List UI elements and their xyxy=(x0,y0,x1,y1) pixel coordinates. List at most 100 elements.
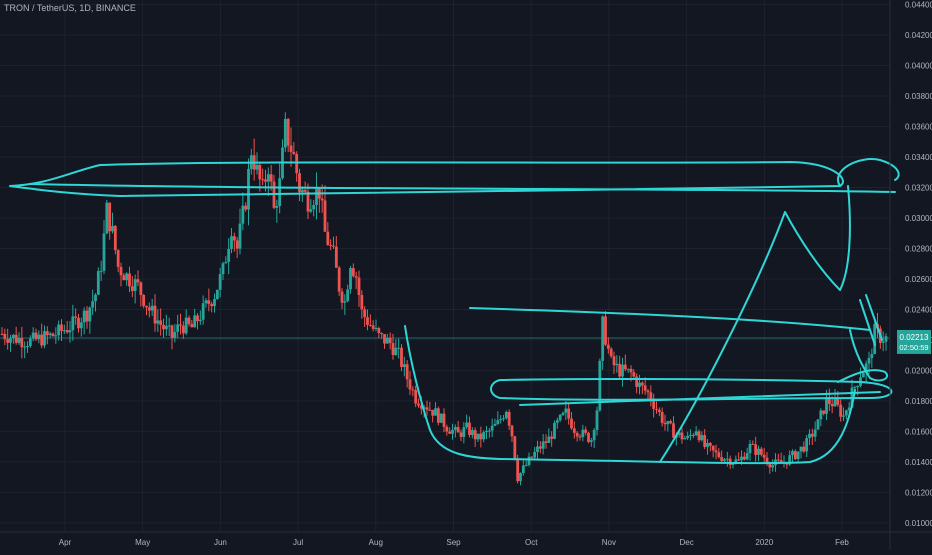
candle-body xyxy=(241,205,245,224)
candle-body xyxy=(839,404,843,417)
candle-body xyxy=(99,270,103,272)
price-tick-label: 0.03200 xyxy=(905,183,932,192)
candle-body xyxy=(547,436,551,443)
candle-body xyxy=(37,334,41,340)
candle-body xyxy=(502,418,505,420)
candle-body xyxy=(261,179,265,181)
drawing-top-arc[interactable] xyxy=(837,158,900,187)
drawing-spike-marks[interactable] xyxy=(859,294,883,346)
candle-body xyxy=(615,363,619,366)
candle-body xyxy=(368,324,372,326)
candle-body xyxy=(581,429,585,438)
candle-body xyxy=(71,316,75,331)
candle-body xyxy=(649,392,653,402)
candle-body xyxy=(499,419,503,421)
candle-body xyxy=(275,205,279,208)
time-tick-label: Aug xyxy=(369,538,383,547)
price-tick-label: 0.04400 xyxy=(905,1,932,10)
candle-body xyxy=(255,164,259,170)
candle-body xyxy=(85,310,89,322)
candle-body xyxy=(530,456,534,458)
candle-body xyxy=(45,331,49,336)
candle-body xyxy=(612,356,616,366)
candle-body xyxy=(485,430,488,433)
candle-body xyxy=(198,319,202,322)
drawing-descending-line[interactable] xyxy=(469,307,871,331)
candle-body xyxy=(40,334,44,346)
time-tick-label: May xyxy=(135,538,150,547)
candle-body xyxy=(708,443,712,446)
candle-body xyxy=(742,456,746,460)
price-tick-label: 0.01600 xyxy=(905,427,932,436)
candle-body xyxy=(298,173,301,193)
candle-body xyxy=(196,315,199,322)
user-drawings[interactable] xyxy=(9,158,900,465)
candle-body xyxy=(689,434,692,436)
time-tick-label: Apr xyxy=(59,538,72,547)
drawing-range-box[interactable] xyxy=(404,325,856,465)
candle-body xyxy=(329,244,333,246)
candlestick-series xyxy=(0,112,888,486)
candle-body xyxy=(655,408,658,410)
candle-body xyxy=(703,435,707,447)
time-axis[interactable]: Apr May Jun Jul Aug Sep Oct Nov Dec 2020 Feb xyxy=(0,531,932,547)
candle-body xyxy=(425,407,429,410)
candle-body xyxy=(221,263,225,275)
price-tick-label: 0.02000 xyxy=(905,366,932,375)
candle-body xyxy=(94,294,97,302)
candle-body xyxy=(283,118,287,148)
candle-body xyxy=(62,330,66,332)
candle-body xyxy=(232,236,236,241)
candle-body xyxy=(145,305,148,308)
candle-body xyxy=(244,205,248,210)
candle-body xyxy=(462,427,466,437)
time-tick-label: Dec xyxy=(679,538,693,547)
drawing-inner-channel[interactable] xyxy=(490,377,893,401)
price-tick-label: 0.04200 xyxy=(905,31,932,40)
candle-body xyxy=(343,301,347,303)
drawing-projection-path[interactable] xyxy=(659,185,851,463)
candle-body xyxy=(575,432,579,437)
candle-body xyxy=(881,341,885,343)
candle-body xyxy=(266,174,270,182)
drawing-resistance-ellipse[interactable] xyxy=(9,161,844,197)
time-tick-label: Nov xyxy=(602,538,616,547)
candle-body xyxy=(181,325,185,334)
candle-body xyxy=(771,465,775,468)
candle-body xyxy=(54,335,58,337)
candle-body xyxy=(533,451,537,458)
candle-body xyxy=(428,409,432,411)
candle-body xyxy=(762,454,766,458)
candle-body xyxy=(111,225,114,232)
drawing-lower-channel[interactable] xyxy=(519,391,881,406)
candle-body xyxy=(754,444,758,455)
candle-body xyxy=(711,445,715,451)
price-axis[interactable]: 0.04400 0.04200 0.04000 0.03800 0.03600 0.034… xyxy=(889,0,932,550)
candle-body xyxy=(34,332,38,340)
candle-body xyxy=(844,410,848,416)
candle-body xyxy=(521,465,525,473)
candle-body xyxy=(184,317,188,334)
last-price-badge xyxy=(897,329,931,354)
candle-body xyxy=(436,408,440,423)
candle-body xyxy=(439,413,443,423)
candle-body xyxy=(623,364,627,370)
candle-body xyxy=(408,379,412,390)
candle-body xyxy=(686,435,690,439)
candle-body xyxy=(640,382,644,386)
candle-body xyxy=(487,430,491,432)
candle-body xyxy=(442,413,446,427)
candle-body xyxy=(201,303,205,320)
candle-body xyxy=(363,309,367,318)
candle-body xyxy=(167,325,171,327)
candle-body xyxy=(130,286,134,291)
candle-body xyxy=(740,456,743,461)
candle-body xyxy=(550,436,554,439)
candle-body xyxy=(28,338,32,347)
drawing-small-loop[interactable] xyxy=(837,329,889,383)
candle-body xyxy=(453,427,457,430)
candle-body xyxy=(856,385,860,388)
drawing-resistance-line[interactable] xyxy=(29,183,896,193)
